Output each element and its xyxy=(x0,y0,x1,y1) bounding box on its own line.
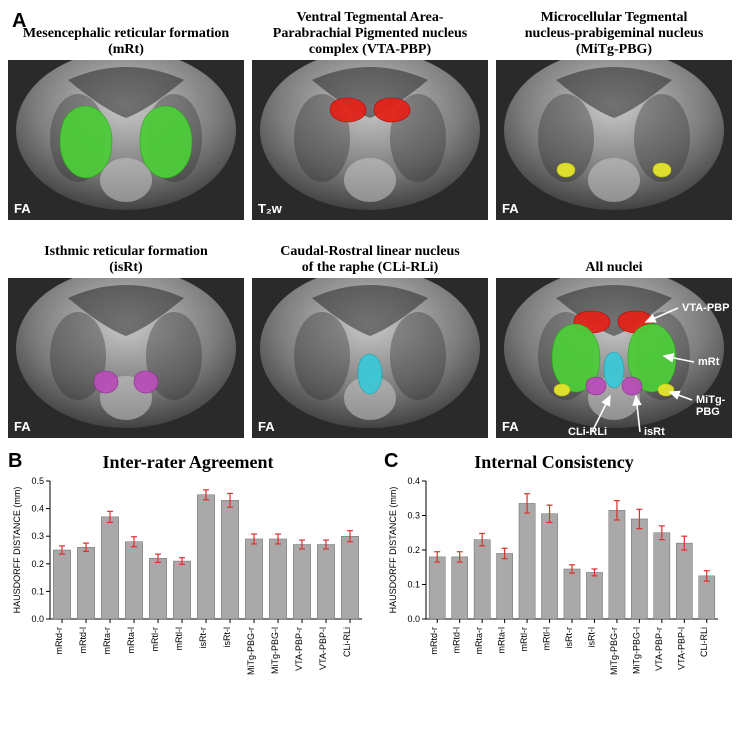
svg-text:mRtd-l: mRtd-l xyxy=(78,627,88,654)
chart-title-b: Inter-rater Agreement xyxy=(8,452,368,473)
svg-text:0.0: 0.0 xyxy=(31,614,44,624)
svg-text:mRtd-l: mRtd-l xyxy=(452,627,462,654)
svg-text:0.3: 0.3 xyxy=(31,531,44,541)
svg-text:mRta-l: mRta-l xyxy=(126,627,136,654)
svg-text:0.3: 0.3 xyxy=(407,511,420,521)
tile-title: Mesencephalic reticular formation(mRt) xyxy=(8,8,244,60)
chart-title-c: Internal Consistency xyxy=(384,452,724,473)
svg-text:MiTg-PBG-r: MiTg-PBG-r xyxy=(246,627,256,675)
corner-label: T₂w xyxy=(258,201,282,216)
chart-b-svg: 0.0 0.1 0.2 0.3 0.4 0.5 mRtd-r mRtd-l mRta-r mRta… xyxy=(8,475,368,675)
tile-image: VTA-PBP mRt MiTg-PBG isRt CLi-RLi FA xyxy=(496,278,732,438)
corner-label: FA xyxy=(14,201,31,216)
tile-cli: Caudal-Rostral linear nucleusof the raph… xyxy=(252,226,488,438)
tile-image: T₂w xyxy=(252,60,488,220)
panel-b: B Inter-rater Agreement 0.00.10.20.30.40… xyxy=(8,452,368,675)
tile-title: Caudal-Rostral linear nucleusof the raph… xyxy=(252,226,488,278)
svg-text:0.2: 0.2 xyxy=(31,559,44,569)
svg-text:VTA-PBP-l: VTA-PBP-l xyxy=(318,627,328,670)
svg-text:mRta-r: mRta-r xyxy=(474,627,484,655)
panel-letter-c: C xyxy=(384,450,398,473)
charts-row: B Inter-rater Agreement 0.00.10.20.30.40… xyxy=(8,452,732,675)
tile-title: Isthmic reticular formation(isRt) xyxy=(8,226,244,278)
tile-mRt: Mesencephalic reticular formation(mRt) F… xyxy=(8,8,244,220)
tile-mitg: Microcellular Tegmentalnucleus-prabigemi… xyxy=(496,8,732,220)
tile-title: Ventral Tegmental Area-Parabrachial Pigm… xyxy=(252,8,488,60)
svg-text:MiTg-PBG-l: MiTg-PBG-l xyxy=(270,627,280,674)
svg-text:0.4: 0.4 xyxy=(407,476,420,486)
corner-label: FA xyxy=(258,419,275,434)
tile-image: FA xyxy=(8,60,244,220)
svg-text:mRtl-l: mRtl-l xyxy=(542,627,552,651)
panel-a-grid: Mesencephalic reticular formation(mRt) F… xyxy=(8,8,732,438)
corner-label: FA xyxy=(502,419,519,434)
annotation-label: CLi-RLi xyxy=(568,426,607,438)
svg-text:MiTg-PBG-l: MiTg-PBG-l xyxy=(631,627,641,674)
svg-text:MiTg-PBG-r: MiTg-PBG-r xyxy=(609,627,619,675)
svg-text:mRta-r: mRta-r xyxy=(102,627,112,655)
svg-text:0.4: 0.4 xyxy=(31,504,44,514)
annotation-label: VTA-PBP xyxy=(682,302,729,314)
tile-title: Microcellular Tegmentalnucleus-prabigemi… xyxy=(496,8,732,60)
tile-image: FA xyxy=(496,60,732,220)
svg-text:mRtl-r: mRtl-r xyxy=(150,627,160,652)
panel-a: A Mesencephalic reticular formation(mRt)… xyxy=(8,8,732,438)
svg-text:mRta-l: mRta-l xyxy=(497,627,507,654)
tile-vta: Ventral Tegmental Area-Parabrachial Pigm… xyxy=(252,8,488,220)
chart-c-svg: 0.0 0.1 0.2 0.3 0.4 mRtd-r mRtd-l mRta-r mRta-l m… xyxy=(384,475,724,675)
svg-text:0.5: 0.5 xyxy=(31,476,44,486)
svg-text:VTA-PBP-r: VTA-PBP-r xyxy=(294,627,304,671)
svg-text:isRt-l: isRt-l xyxy=(586,627,596,648)
svg-text:VTA-PBP-l: VTA-PBP-l xyxy=(676,627,686,670)
svg-text:mRtd-r: mRtd-r xyxy=(429,627,439,655)
svg-text:0.0: 0.0 xyxy=(407,614,420,624)
svg-text:HAUSDORFF DISTANCE (mm): HAUSDORFF DISTANCE (mm) xyxy=(388,487,398,614)
tile-image: FA xyxy=(8,278,244,438)
corner-label: FA xyxy=(502,201,519,216)
svg-text:VTA-PBP-r: VTA-PBP-r xyxy=(654,627,664,671)
svg-text:0.1: 0.1 xyxy=(407,580,420,590)
tile-isRt: Isthmic reticular formation(isRt) FA xyxy=(8,226,244,438)
svg-text:HAUSDORFF DISTANCE (mm): HAUSDORFF DISTANCE (mm) xyxy=(12,487,22,614)
svg-text:0.1: 0.1 xyxy=(31,586,44,596)
tile-title: All nuclei xyxy=(496,226,732,278)
figure: A Mesencephalic reticular formation(mRt)… xyxy=(8,8,732,675)
svg-text:mRtl-l: mRtl-l xyxy=(174,627,184,651)
svg-text:CLi-RLi: CLi-RLi xyxy=(699,627,709,657)
svg-text:0.2: 0.2 xyxy=(407,545,420,555)
annotation-label: mRt xyxy=(698,356,719,368)
tile-all: All nuclei VTA-PBP mRt MiTg-PBG isRt CLi-RLi… xyxy=(496,226,732,438)
panel-letter-b: B xyxy=(8,450,22,473)
svg-text:CLi-RLi: CLi-RLi xyxy=(342,627,352,657)
svg-text:isRt-l: isRt-l xyxy=(222,627,232,648)
panel-c: C Internal Consistency 0.0 0.1 0.2 0.3 0.4 mR… xyxy=(384,452,724,675)
svg-text:mRtd-r: mRtd-r xyxy=(54,627,64,655)
svg-text:isRt-r: isRt-r xyxy=(564,627,574,649)
svg-text:mRtl-r: mRtl-r xyxy=(519,627,529,652)
annotation-label: MiTg-PBG xyxy=(696,394,725,418)
tile-image: FA xyxy=(252,278,488,438)
annotation-label: isRt xyxy=(644,426,665,438)
svg-text:isRt-r: isRt-r xyxy=(198,627,208,649)
corner-label: FA xyxy=(14,419,31,434)
